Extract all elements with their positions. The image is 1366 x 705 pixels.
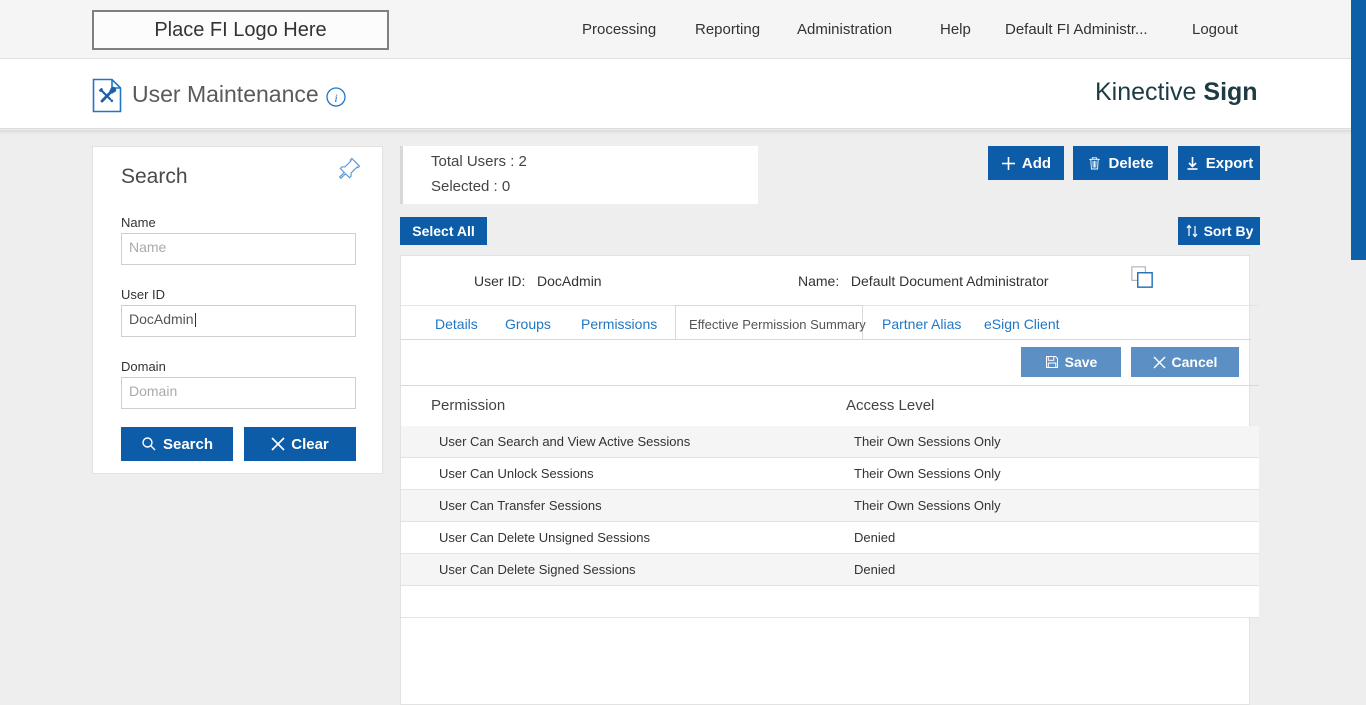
svg-text:i: i <box>334 91 337 105</box>
